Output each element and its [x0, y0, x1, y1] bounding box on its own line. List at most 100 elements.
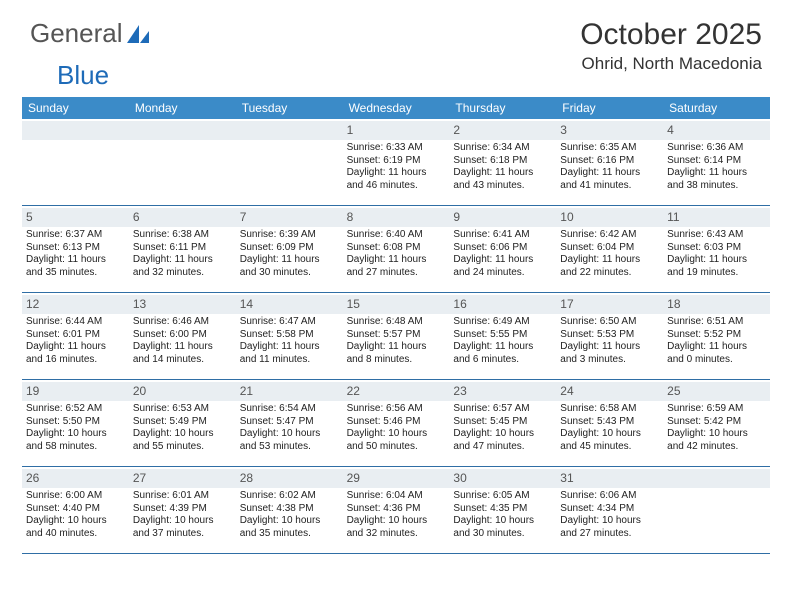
dow-cell: Wednesday: [343, 97, 450, 119]
daylight-line: Daylight: 10 hours and 42 minutes.: [667, 428, 766, 453]
daylight-line: Daylight: 10 hours and 37 minutes.: [133, 515, 232, 540]
day-cell: 24Sunrise: 6:58 AMSunset: 5:43 PMDayligh…: [556, 380, 663, 466]
day-cell: 2Sunrise: 6:34 AMSunset: 6:18 PMDaylight…: [449, 119, 556, 205]
sunset-line: Sunset: 5:55 PM: [453, 329, 552, 342]
logo-text-a: General: [30, 18, 123, 49]
sunset-line: Sunset: 5:43 PM: [560, 416, 659, 429]
daylight-line: Daylight: 11 hours and 41 minutes.: [560, 167, 659, 192]
sunrise-line: Sunrise: 6:38 AM: [133, 229, 232, 242]
day-number: 16: [449, 295, 556, 314]
sunset-line: Sunset: 5:42 PM: [667, 416, 766, 429]
day-number: [129, 121, 236, 140]
sunrise-line: Sunrise: 6:54 AM: [240, 403, 339, 416]
day-number: 9: [449, 208, 556, 227]
day-number: 1: [343, 121, 450, 140]
sunset-line: Sunset: 5:52 PM: [667, 329, 766, 342]
daylight-line: Daylight: 11 hours and 43 minutes.: [453, 167, 552, 192]
daylight-line: Daylight: 11 hours and 38 minutes.: [667, 167, 766, 192]
sunset-line: Sunset: 6:09 PM: [240, 242, 339, 255]
sunset-line: Sunset: 4:40 PM: [26, 503, 125, 516]
sunrise-line: Sunrise: 6:39 AM: [240, 229, 339, 242]
sunrise-line: Sunrise: 6:44 AM: [26, 316, 125, 329]
day-cell: 10Sunrise: 6:42 AMSunset: 6:04 PMDayligh…: [556, 206, 663, 292]
day-cell: 16Sunrise: 6:49 AMSunset: 5:55 PMDayligh…: [449, 293, 556, 379]
daylight-line: Daylight: 10 hours and 53 minutes.: [240, 428, 339, 453]
sunset-line: Sunset: 6:13 PM: [26, 242, 125, 255]
sunrise-line: Sunrise: 6:53 AM: [133, 403, 232, 416]
sunrise-line: Sunrise: 6:04 AM: [347, 490, 446, 503]
day-of-week-header: SundayMondayTuesdayWednesdayThursdayFrid…: [22, 97, 770, 119]
dow-cell: Thursday: [449, 97, 556, 119]
sunset-line: Sunset: 5:50 PM: [26, 416, 125, 429]
day-number: 3: [556, 121, 663, 140]
day-cell: 23Sunrise: 6:57 AMSunset: 5:45 PMDayligh…: [449, 380, 556, 466]
day-cell: [663, 467, 770, 553]
day-number: 22: [343, 382, 450, 401]
day-cell: 17Sunrise: 6:50 AMSunset: 5:53 PMDayligh…: [556, 293, 663, 379]
sunset-line: Sunset: 6:06 PM: [453, 242, 552, 255]
logo-sail-icon: [125, 23, 153, 45]
sunset-line: Sunset: 5:46 PM: [347, 416, 446, 429]
daylight-line: Daylight: 11 hours and 11 minutes.: [240, 341, 339, 366]
title-block: October 2025 Ohrid, North Macedonia: [580, 18, 762, 74]
day-cell: 8Sunrise: 6:40 AMSunset: 6:08 PMDaylight…: [343, 206, 450, 292]
day-number: 20: [129, 382, 236, 401]
sunset-line: Sunset: 4:36 PM: [347, 503, 446, 516]
daylight-line: Daylight: 10 hours and 35 minutes.: [240, 515, 339, 540]
day-cell: [22, 119, 129, 205]
sunrise-line: Sunrise: 6:41 AM: [453, 229, 552, 242]
sunrise-line: Sunrise: 6:51 AM: [667, 316, 766, 329]
sunrise-line: Sunrise: 6:43 AM: [667, 229, 766, 242]
day-number: 11: [663, 208, 770, 227]
day-number: 15: [343, 295, 450, 314]
day-number: 29: [343, 469, 450, 488]
sunrise-line: Sunrise: 6:36 AM: [667, 142, 766, 155]
day-cell: 15Sunrise: 6:48 AMSunset: 5:57 PMDayligh…: [343, 293, 450, 379]
week-row: 12 Sunrise: 6:44 AMSunset: 6:01 PM Dayligh…: [22, 293, 770, 380]
sunrise-line: Sunrise: 6:50 AM: [560, 316, 659, 329]
dow-cell: Tuesday: [236, 97, 343, 119]
sunrise-line: Sunrise: 6:02 AM: [240, 490, 339, 503]
sunset-line: Sunset: 4:34 PM: [560, 503, 659, 516]
day-cell: 25Sunrise: 6:59 AMSunset: 5:42 PMDayligh…: [663, 380, 770, 466]
day-cell: 1Sunrise: 6:33 AMSunset: 6:19 PMDaylight…: [343, 119, 450, 205]
dow-cell: Friday: [556, 97, 663, 119]
sunset-line: Sunset: 6:11 PM: [133, 242, 232, 255]
day-number: 14: [236, 295, 343, 314]
sunrise-line: Sunrise: 6:56 AM: [347, 403, 446, 416]
sunrise-line: Sunrise: 6:48 AM: [347, 316, 446, 329]
sunrise-line: Sunrise: 6:05 AM: [453, 490, 552, 503]
sunrise-line: Sunrise: 6:35 AM: [560, 142, 659, 155]
day-number: 19: [22, 382, 129, 401]
day-number: [663, 469, 770, 488]
daylight-line: Daylight: 10 hours and 50 minutes.: [347, 428, 446, 453]
day-cell: [129, 119, 236, 205]
daylight-line: Daylight: 10 hours and 58 minutes.: [26, 428, 125, 453]
week-row: 26Sunrise: 6:00 AMSunset: 4:40 PMDayligh…: [22, 467, 770, 554]
daylight-line: Daylight: 11 hours and 46 minutes.: [347, 167, 446, 192]
daylight-line: Daylight: 11 hours and 32 minutes.: [133, 254, 232, 279]
day-cell: 20Sunrise: 6:53 AMSunset: 5:49 PMDayligh…: [129, 380, 236, 466]
day-cell: 19Sunrise: 6:52 AMSunset: 5:50 PMDayligh…: [22, 380, 129, 466]
sunset-line: Sunset: 4:35 PM: [453, 503, 552, 516]
day-number: 2: [449, 121, 556, 140]
day-number: 4: [663, 121, 770, 140]
day-cell: 3 Sunrise: 6:35 AMSunset: 6:16 PMDaylight…: [556, 119, 663, 205]
sunset-line: Sunset: 6:01 PM: [26, 329, 125, 342]
day-cell: 27Sunrise: 6:01 AMSunset: 4:39 PMDayligh…: [129, 467, 236, 553]
sunrise-line: Sunrise: 6:00 AM: [26, 490, 125, 503]
day-number: [22, 121, 129, 140]
day-number: 12: [22, 295, 129, 314]
sunset-line: Sunset: 6:16 PM: [560, 155, 659, 168]
day-cell: 22 Sunrise: 6:56 AMSunset: 5:46 PMDayligh…: [343, 380, 450, 466]
daylight-line: Daylight: 11 hours and 24 minutes.: [453, 254, 552, 279]
sunrise-line: Sunrise: 6:37 AM: [26, 229, 125, 242]
sunset-line: Sunset: 6:19 PM: [347, 155, 446, 168]
day-number: 24: [556, 382, 663, 401]
sunset-line: Sunset: 5:53 PM: [560, 329, 659, 342]
sunrise-line: Sunrise: 6:46 AM: [133, 316, 232, 329]
week-row: 19Sunrise: 6:52 AMSunset: 5:50 PMDayligh…: [22, 380, 770, 467]
daylight-line: Daylight: 10 hours and 47 minutes.: [453, 428, 552, 453]
sunset-line: Sunset: 5:57 PM: [347, 329, 446, 342]
daylight-line: Daylight: 11 hours and 30 minutes.: [240, 254, 339, 279]
